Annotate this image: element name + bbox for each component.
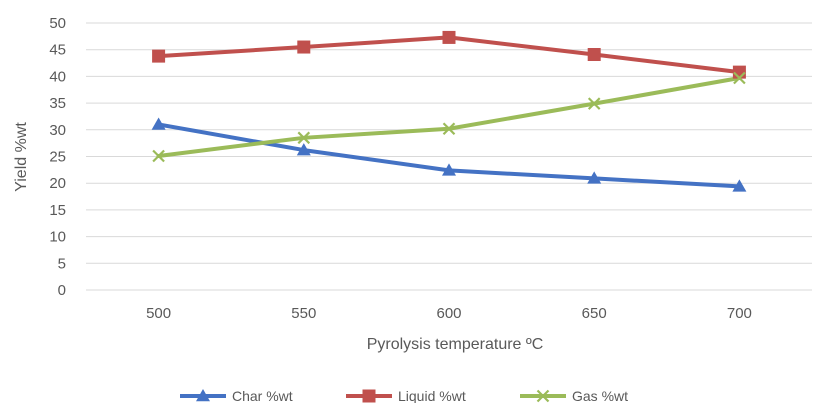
legend-item-char: Char %wt (180, 388, 293, 404)
legend-item-liquid: Liquid %wt (346, 388, 466, 404)
data-point-liquid (442, 30, 456, 44)
series-line-gas (156, 76, 742, 158)
legend-marker (536, 389, 550, 403)
data-point-char (587, 171, 602, 184)
y-tick-label: 5 (58, 255, 66, 272)
legend-item-gas: Gas %wt (520, 388, 628, 404)
y-axis-title: Yield %wt (13, 122, 30, 192)
series-line-char (156, 122, 742, 189)
data-point-liquid (152, 49, 166, 63)
data-point-char (442, 163, 456, 176)
legend: Char %wt Liquid %wt Gas %wt (180, 388, 628, 404)
gridlines (86, 22, 812, 291)
data-point-liquid (297, 40, 311, 54)
legend-label: Gas %wt (572, 388, 628, 403)
data-point-liquid (587, 48, 601, 62)
data-point-char (732, 179, 747, 192)
y-tick-label: 40 (49, 68, 66, 85)
y-axis-tick-labels: 0 5 10 15 20 25 30 35 40 45 50 (49, 15, 66, 299)
legend-marker (196, 389, 210, 402)
x-tick-label: 500 (146, 305, 171, 322)
x-tick-label: 600 (436, 305, 461, 322)
data-point-gas (297, 131, 311, 145)
legend-marker (362, 389, 376, 403)
legend-label: Liquid %wt (398, 388, 466, 403)
x-axis-tick-labels: 500 550 600 650 700 (146, 305, 752, 322)
data-point-gas (152, 149, 165, 163)
x-tick-label: 550 (291, 305, 316, 322)
data-point-char (151, 117, 166, 130)
x-tick-label: 650 (582, 305, 607, 322)
data-point-gas (733, 71, 746, 85)
data-point-gas (587, 97, 601, 110)
data-point-gas (442, 122, 456, 136)
y-tick-label: 25 (49, 149, 66, 166)
x-axis-title: Pyrolysis temperature ºC (367, 336, 544, 353)
y-tick-label: 30 (49, 122, 66, 139)
y-tick-label: 45 (49, 42, 66, 59)
data-point-char (296, 143, 311, 156)
y-tick-label: 35 (49, 95, 66, 112)
x-tick-label: 700 (727, 305, 752, 322)
y-tick-label: 50 (49, 15, 66, 32)
y-tick-label: 10 (49, 229, 66, 246)
legend-label: Char %wt (232, 388, 293, 403)
series-markers (151, 30, 747, 192)
y-tick-label: 0 (58, 282, 66, 299)
y-tick-label: 20 (49, 175, 66, 192)
y-tick-label: 15 (49, 202, 66, 219)
